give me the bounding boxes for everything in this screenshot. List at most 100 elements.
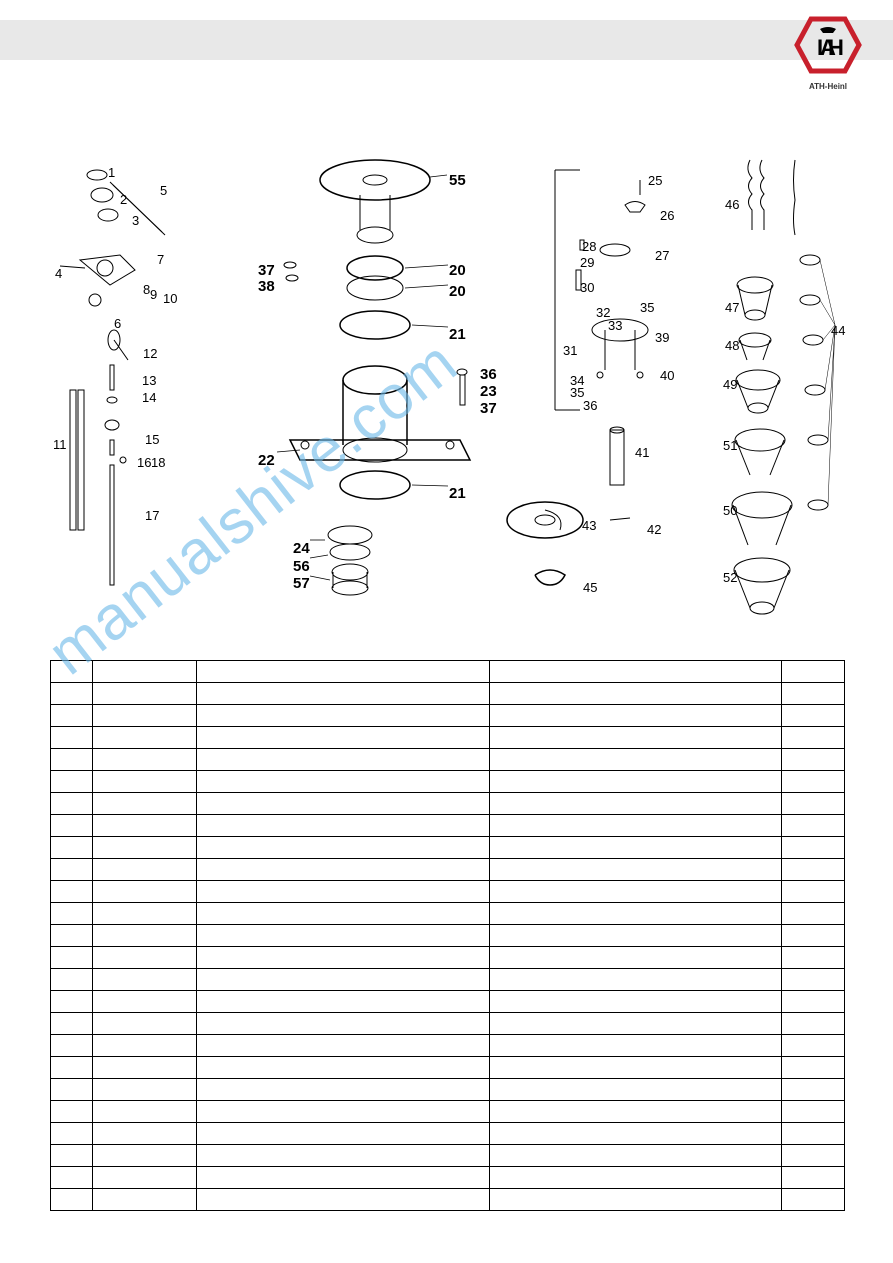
table-cell — [489, 1035, 782, 1057]
logo: A I H ATH-Heinl — [793, 15, 863, 91]
table-cell — [782, 683, 845, 705]
table-cell — [782, 925, 845, 947]
callout-39: 39 — [655, 330, 669, 345]
callout-43: 43 — [582, 518, 596, 533]
table-cell — [51, 705, 93, 727]
table-cell — [51, 837, 93, 859]
table-cell — [197, 1035, 490, 1057]
table-cell — [92, 859, 196, 881]
table-cell — [51, 815, 93, 837]
callout-23: 23 — [480, 383, 497, 400]
table-row — [51, 1057, 845, 1079]
table-cell — [489, 859, 782, 881]
table-row — [51, 1145, 845, 1167]
assembly-group-2 — [70, 330, 128, 585]
table-cell — [51, 1123, 93, 1145]
table-row — [51, 683, 845, 705]
table-cell — [51, 881, 93, 903]
svg-text:I: I — [817, 35, 823, 60]
callout-57: 57 — [293, 575, 310, 592]
table-cell — [92, 815, 196, 837]
table-cell — [489, 969, 782, 991]
callout-6: 6 — [114, 316, 121, 331]
table-cell — [489, 925, 782, 947]
table-cell — [92, 1123, 196, 1145]
table-cell — [51, 749, 93, 771]
table-row — [51, 1167, 845, 1189]
table-cell — [782, 947, 845, 969]
table-cell — [92, 727, 196, 749]
table-cell — [489, 837, 782, 859]
table-cell — [782, 1079, 845, 1101]
callout-28: 28 — [582, 239, 596, 254]
assembly-group-center — [284, 160, 470, 595]
table-cell — [782, 1123, 845, 1145]
callout-3: 3 — [132, 213, 139, 228]
callout-38: 38 — [258, 278, 275, 295]
table-row — [51, 881, 845, 903]
table-row — [51, 837, 845, 859]
callout-51: 51 — [723, 438, 737, 453]
callout-46: 46 — [725, 197, 739, 212]
table-cell — [489, 1057, 782, 1079]
table-cell — [197, 969, 490, 991]
table-cell — [782, 1189, 845, 1211]
callout-37a: 37 — [258, 262, 275, 279]
callout-15: 15 — [145, 432, 159, 447]
callout-7: 7 — [157, 252, 164, 267]
table-cell — [782, 837, 845, 859]
table-cell — [92, 969, 196, 991]
callout-9: 9 — [150, 287, 157, 302]
table-cell — [92, 793, 196, 815]
table-cell — [51, 969, 93, 991]
callout-20a: 20 — [449, 262, 466, 279]
table-cell — [489, 1189, 782, 1211]
callout-12: 12 — [143, 346, 157, 361]
table-cell — [197, 1101, 490, 1123]
table-cell — [782, 661, 845, 683]
callout-30: 30 — [580, 280, 594, 295]
table-row — [51, 1079, 845, 1101]
callout-40: 40 — [660, 368, 674, 383]
logo-hexagon: A I H — [793, 15, 863, 75]
table-cell — [782, 815, 845, 837]
callout-47: 47 — [725, 300, 739, 315]
table-row — [51, 661, 845, 683]
table-cell — [197, 749, 490, 771]
table-cell — [197, 771, 490, 793]
table-cell — [51, 947, 93, 969]
table-cell — [197, 683, 490, 705]
callout-41: 41 — [635, 445, 649, 460]
callout-31: 31 — [563, 343, 577, 358]
table-row — [51, 859, 845, 881]
table-cell — [92, 771, 196, 793]
callout-16: 16 — [137, 455, 151, 470]
table-cell — [197, 925, 490, 947]
callout-14: 14 — [142, 390, 156, 405]
callout-2: 2 — [120, 192, 127, 207]
table-cell — [197, 947, 490, 969]
table-cell — [782, 991, 845, 1013]
table-cell — [197, 815, 490, 837]
callout-55: 55 — [449, 172, 466, 189]
table-cell — [92, 925, 196, 947]
table-cell — [782, 705, 845, 727]
table-cell — [92, 661, 196, 683]
callout-10: 10 — [163, 291, 177, 306]
table-cell — [92, 749, 196, 771]
table-cell — [197, 661, 490, 683]
callout-27: 27 — [655, 248, 669, 263]
table-cell — [489, 1079, 782, 1101]
table-cell — [51, 1013, 93, 1035]
table-cell — [489, 705, 782, 727]
table-row — [51, 1123, 845, 1145]
table-cell — [782, 749, 845, 771]
table-row — [51, 903, 845, 925]
table-cell — [489, 683, 782, 705]
callout-25: 25 — [648, 173, 662, 188]
table-cell — [92, 1079, 196, 1101]
table-cell — [782, 969, 845, 991]
table-cell — [92, 705, 196, 727]
callout-36b: 36 — [583, 398, 597, 413]
table-row — [51, 815, 845, 837]
